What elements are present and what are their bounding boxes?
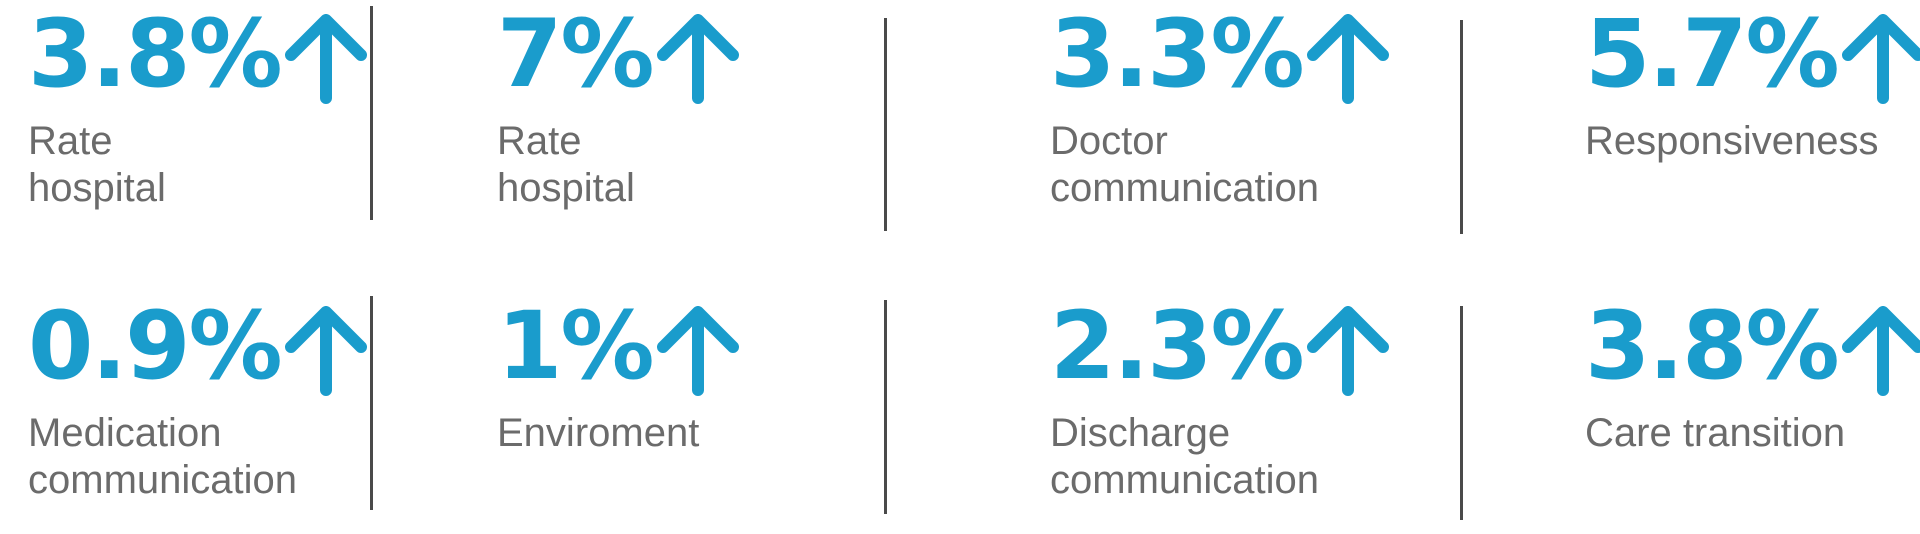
- arrow-up-icon: [1306, 306, 1389, 396]
- stat-label: Enviroment: [497, 411, 700, 455]
- divider: [884, 18, 887, 231]
- stat-card: 0.9% Medication communication: [28, 292, 448, 504]
- arrow-up-icon: [1306, 14, 1389, 104]
- stat-value: 3.3%: [1050, 0, 1305, 109]
- arrow-up-icon: [284, 14, 367, 104]
- divider: [1460, 306, 1463, 520]
- stat-card: 1% Enviroment: [497, 292, 917, 457]
- stat-label: Rate hospital: [28, 119, 166, 210]
- stat-card: 3.8% Rate hospital: [28, 0, 448, 212]
- stat-card: 2.3% Discharge communication: [1050, 292, 1470, 504]
- arrow-up-icon: [1841, 14, 1920, 104]
- stat-value-row: 3.3%: [1050, 0, 1470, 110]
- stat-value-row: 0.9%: [28, 292, 448, 402]
- stat-card: 3.8% Care transition: [1585, 292, 1920, 457]
- divider: [370, 296, 373, 510]
- stat-value-row: 7%: [497, 0, 917, 110]
- arrow-up-icon: [284, 306, 367, 396]
- stat-value: 2.3%: [1050, 292, 1305, 401]
- stat-value: 3.8%: [28, 0, 283, 109]
- stat-value: 1%: [497, 292, 655, 401]
- stat-value-row: 1%: [497, 292, 917, 402]
- arrow-up-icon: [1841, 306, 1920, 396]
- arrow-up-icon: [656, 14, 739, 104]
- stat-value: 5.7%: [1585, 0, 1840, 109]
- stat-card: 3.3% Doctor communication: [1050, 0, 1470, 212]
- stat-label: Medication communication: [28, 411, 298, 502]
- divider: [1460, 20, 1463, 234]
- stat-label: Doctor communication: [1050, 119, 1320, 210]
- stat-label: Care transition: [1585, 411, 1846, 455]
- stat-card: 5.7% Responsiveness: [1585, 0, 1920, 165]
- stat-value-row: 3.8%: [28, 0, 448, 110]
- divider: [884, 300, 887, 514]
- stat-value: 0.9%: [28, 292, 283, 401]
- divider: [370, 6, 373, 220]
- stat-label: Discharge communication: [1050, 411, 1320, 502]
- stat-value: 3.8%: [1585, 292, 1840, 401]
- stat-value-row: 5.7%: [1585, 0, 1920, 110]
- stat-value: 7%: [497, 0, 655, 109]
- stat-card: 7% Rate hospital: [497, 0, 917, 212]
- stat-label: Rate hospital: [497, 119, 635, 210]
- stat-label: Responsiveness: [1585, 119, 1879, 163]
- stat-value-row: 2.3%: [1050, 292, 1470, 402]
- arrow-up-icon: [656, 306, 739, 396]
- stat-value-row: 3.8%: [1585, 292, 1920, 402]
